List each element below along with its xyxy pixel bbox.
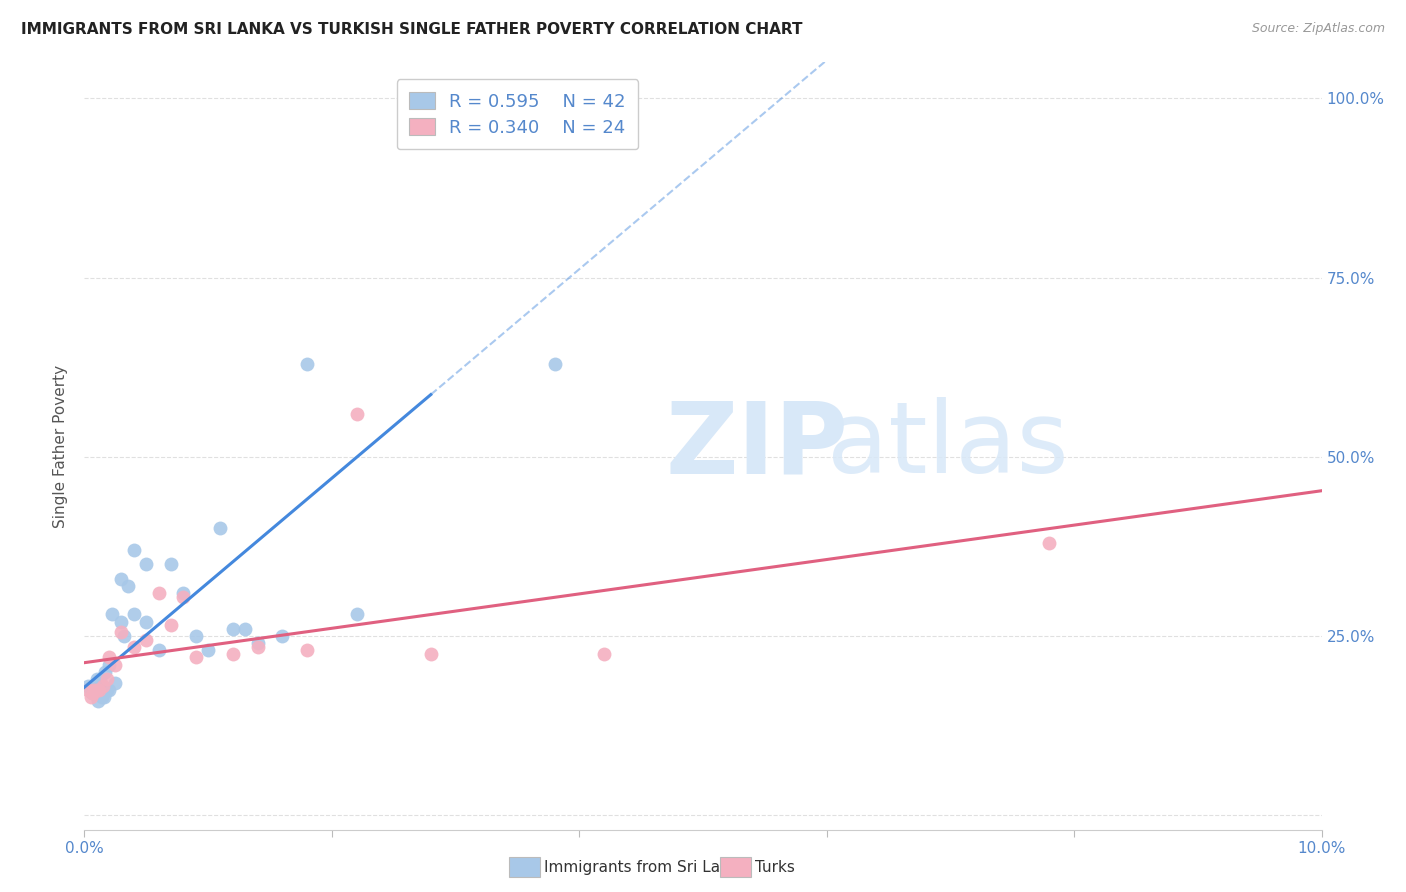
- Y-axis label: Single Father Poverty: Single Father Poverty: [53, 365, 69, 527]
- Point: [122, 607, 145, 622]
- Point: [209, 521, 232, 535]
- Point: [184, 629, 207, 643]
- Point: [222, 622, 245, 636]
- Point: [271, 629, 294, 643]
- Point: [77, 679, 100, 693]
- Point: [110, 625, 132, 640]
- Point: [135, 632, 157, 647]
- Point: [93, 690, 115, 704]
- Point: [77, 682, 100, 697]
- Point: [87, 693, 110, 707]
- Point: [83, 679, 105, 693]
- Point: [82, 686, 104, 700]
- Point: [86, 672, 108, 686]
- Point: [96, 672, 118, 686]
- Point: [543, 357, 565, 371]
- Text: atlas: atlas: [827, 398, 1069, 494]
- Point: [89, 672, 111, 686]
- Text: IMMIGRANTS FROM SRI LANKA VS TURKISH SINGLE FATHER POVERTY CORRELATION CHART: IMMIGRANTS FROM SRI LANKA VS TURKISH SIN…: [21, 22, 803, 37]
- Point: [148, 586, 170, 600]
- Point: [184, 650, 207, 665]
- Point: [246, 636, 269, 650]
- Point: [98, 657, 121, 672]
- Point: [80, 686, 103, 700]
- Point: [122, 640, 145, 654]
- Point: [96, 682, 118, 697]
- Point: [82, 682, 104, 697]
- Point: [295, 643, 318, 657]
- Point: [1038, 536, 1060, 550]
- Point: [246, 640, 269, 654]
- Point: [112, 629, 135, 643]
- Point: [135, 615, 157, 629]
- Text: Source: ZipAtlas.com: Source: ZipAtlas.com: [1251, 22, 1385, 36]
- Point: [593, 647, 616, 661]
- Point: [160, 618, 183, 632]
- Point: [172, 590, 194, 604]
- Point: [100, 607, 122, 622]
- Point: [222, 647, 245, 661]
- Point: [86, 682, 108, 697]
- Point: [148, 643, 170, 657]
- Point: [160, 558, 183, 572]
- Text: Turks: Turks: [755, 860, 794, 874]
- Point: [110, 572, 132, 586]
- Legend: R = 0.595    N = 42, R = 0.340    N = 24: R = 0.595 N = 42, R = 0.340 N = 24: [396, 79, 638, 149]
- Text: ZIP: ZIP: [666, 398, 849, 494]
- Point: [86, 682, 108, 697]
- Point: [110, 615, 132, 629]
- Point: [104, 675, 127, 690]
- Point: [346, 607, 368, 622]
- Point: [233, 622, 256, 636]
- Point: [172, 586, 194, 600]
- Point: [83, 682, 105, 697]
- Point: [295, 357, 318, 371]
- Point: [91, 679, 114, 693]
- Point: [346, 407, 368, 421]
- Point: [84, 682, 107, 697]
- Text: Immigrants from Sri Lanka: Immigrants from Sri Lanka: [544, 860, 748, 874]
- Point: [117, 579, 139, 593]
- Point: [79, 690, 101, 704]
- Point: [122, 543, 145, 558]
- Point: [79, 682, 101, 697]
- Point: [135, 558, 157, 572]
- Point: [98, 682, 121, 697]
- Point: [89, 682, 111, 697]
- Point: [419, 105, 441, 120]
- Point: [419, 647, 441, 661]
- Point: [98, 650, 121, 665]
- Point: [104, 657, 127, 672]
- Point: [197, 643, 219, 657]
- Point: [94, 665, 117, 679]
- Point: [89, 682, 111, 697]
- Point: [91, 682, 114, 697]
- Point: [90, 690, 112, 704]
